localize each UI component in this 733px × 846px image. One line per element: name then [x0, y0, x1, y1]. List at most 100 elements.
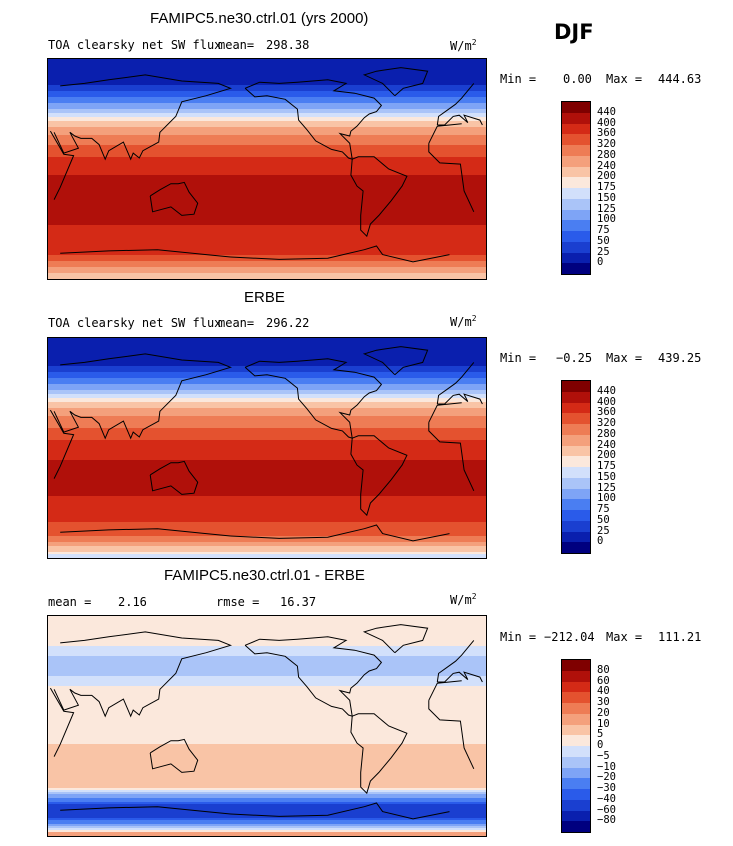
map-band [48, 153, 486, 156]
map-band [48, 742, 486, 745]
map-band [48, 145, 486, 148]
panel3-rmse-label: rmse = [216, 595, 260, 609]
coastline [428, 402, 462, 423]
map-band [48, 794, 486, 797]
coastline [362, 67, 429, 97]
map-band [48, 249, 486, 252]
panel2-title: ERBE [244, 289, 285, 306]
map-band [48, 121, 486, 124]
coastline [428, 143, 475, 213]
map-band [48, 662, 486, 665]
map-band [48, 213, 486, 216]
map-band [48, 352, 486, 355]
colorbar-swatch [562, 488, 590, 500]
map-band [48, 115, 486, 118]
map-band [48, 666, 486, 669]
colorbar-swatch [562, 188, 590, 199]
map-band [48, 386, 486, 389]
map-band [48, 644, 486, 647]
colorbar-swatch [562, 198, 590, 210]
coastline [230, 245, 450, 263]
coastline [49, 687, 75, 757]
map-band [48, 700, 486, 703]
map-band [48, 75, 486, 78]
map-band [48, 131, 486, 134]
coastline [49, 409, 75, 479]
colorbar-tick-label: 0 [597, 535, 604, 548]
colorbar-tick-label: 60 [597, 674, 610, 687]
map-band [48, 532, 486, 535]
panel2-max-value: 439.25 [658, 351, 702, 365]
map-band [48, 542, 486, 545]
colorbar-swatch [562, 209, 590, 221]
map-band [48, 382, 486, 385]
panel3-units: W/m2 [450, 592, 477, 607]
map-band [48, 648, 486, 651]
colorbar-tick-label: 75 [597, 224, 610, 236]
map-band [48, 358, 486, 361]
colorbar-swatch [562, 445, 590, 457]
map-band [48, 253, 486, 256]
map-band [48, 806, 486, 809]
colorbar-tick-label: 80 [597, 663, 610, 676]
coastline [437, 114, 483, 126]
map-band [48, 538, 486, 541]
map-band [48, 269, 486, 272]
map-band [48, 211, 486, 214]
coastline [60, 249, 231, 258]
colorbar-swatch [562, 252, 590, 264]
map-band [48, 239, 486, 242]
coastline [149, 738, 199, 773]
colorbar-swatch [562, 670, 590, 682]
map-band [48, 107, 486, 110]
map-band [48, 622, 486, 625]
map-band [48, 810, 486, 813]
map-band [48, 740, 486, 743]
coastline [244, 358, 383, 439]
map-band [48, 710, 486, 713]
map-band [48, 548, 486, 551]
map-band [48, 67, 486, 70]
coastline [350, 156, 408, 238]
map-band [48, 139, 486, 142]
colorbar-swatch [562, 102, 590, 113]
map-band [48, 706, 486, 709]
map-band [48, 476, 486, 479]
map-band [48, 778, 486, 781]
map-band [48, 89, 486, 92]
map-band [48, 540, 486, 543]
map-band [48, 526, 486, 529]
colorbar-tick-label: 150 [597, 191, 616, 204]
colorbar-tick-label: 200 [597, 449, 616, 462]
colorbar-swatch [562, 520, 590, 532]
map-band [48, 468, 486, 471]
panel2-field-label: TOA clearsky net SW flux [48, 316, 222, 330]
map-band [48, 448, 486, 451]
map-band [48, 746, 486, 749]
map-band [48, 738, 486, 741]
colorbar-swatch [562, 477, 590, 489]
coastline [53, 631, 233, 718]
coastline [436, 362, 475, 405]
colorbar-swatch [562, 381, 590, 392]
map-band [48, 350, 486, 353]
map-band [48, 762, 486, 765]
map-band [48, 654, 486, 657]
map-band [48, 522, 486, 525]
map-band [48, 482, 486, 485]
map-band [48, 199, 486, 202]
map-band [48, 462, 486, 465]
map-band [48, 618, 486, 621]
map-band [48, 708, 486, 711]
colorbar-swatch [562, 703, 590, 714]
map-band [48, 402, 486, 405]
map-band [48, 195, 486, 198]
colorbar-swatch [562, 681, 590, 693]
map-band [48, 452, 486, 455]
map-band [48, 470, 486, 473]
map-band [48, 682, 486, 685]
map-band [48, 69, 486, 72]
map-band [48, 450, 486, 453]
map-band [48, 496, 486, 499]
map-band [48, 207, 486, 210]
